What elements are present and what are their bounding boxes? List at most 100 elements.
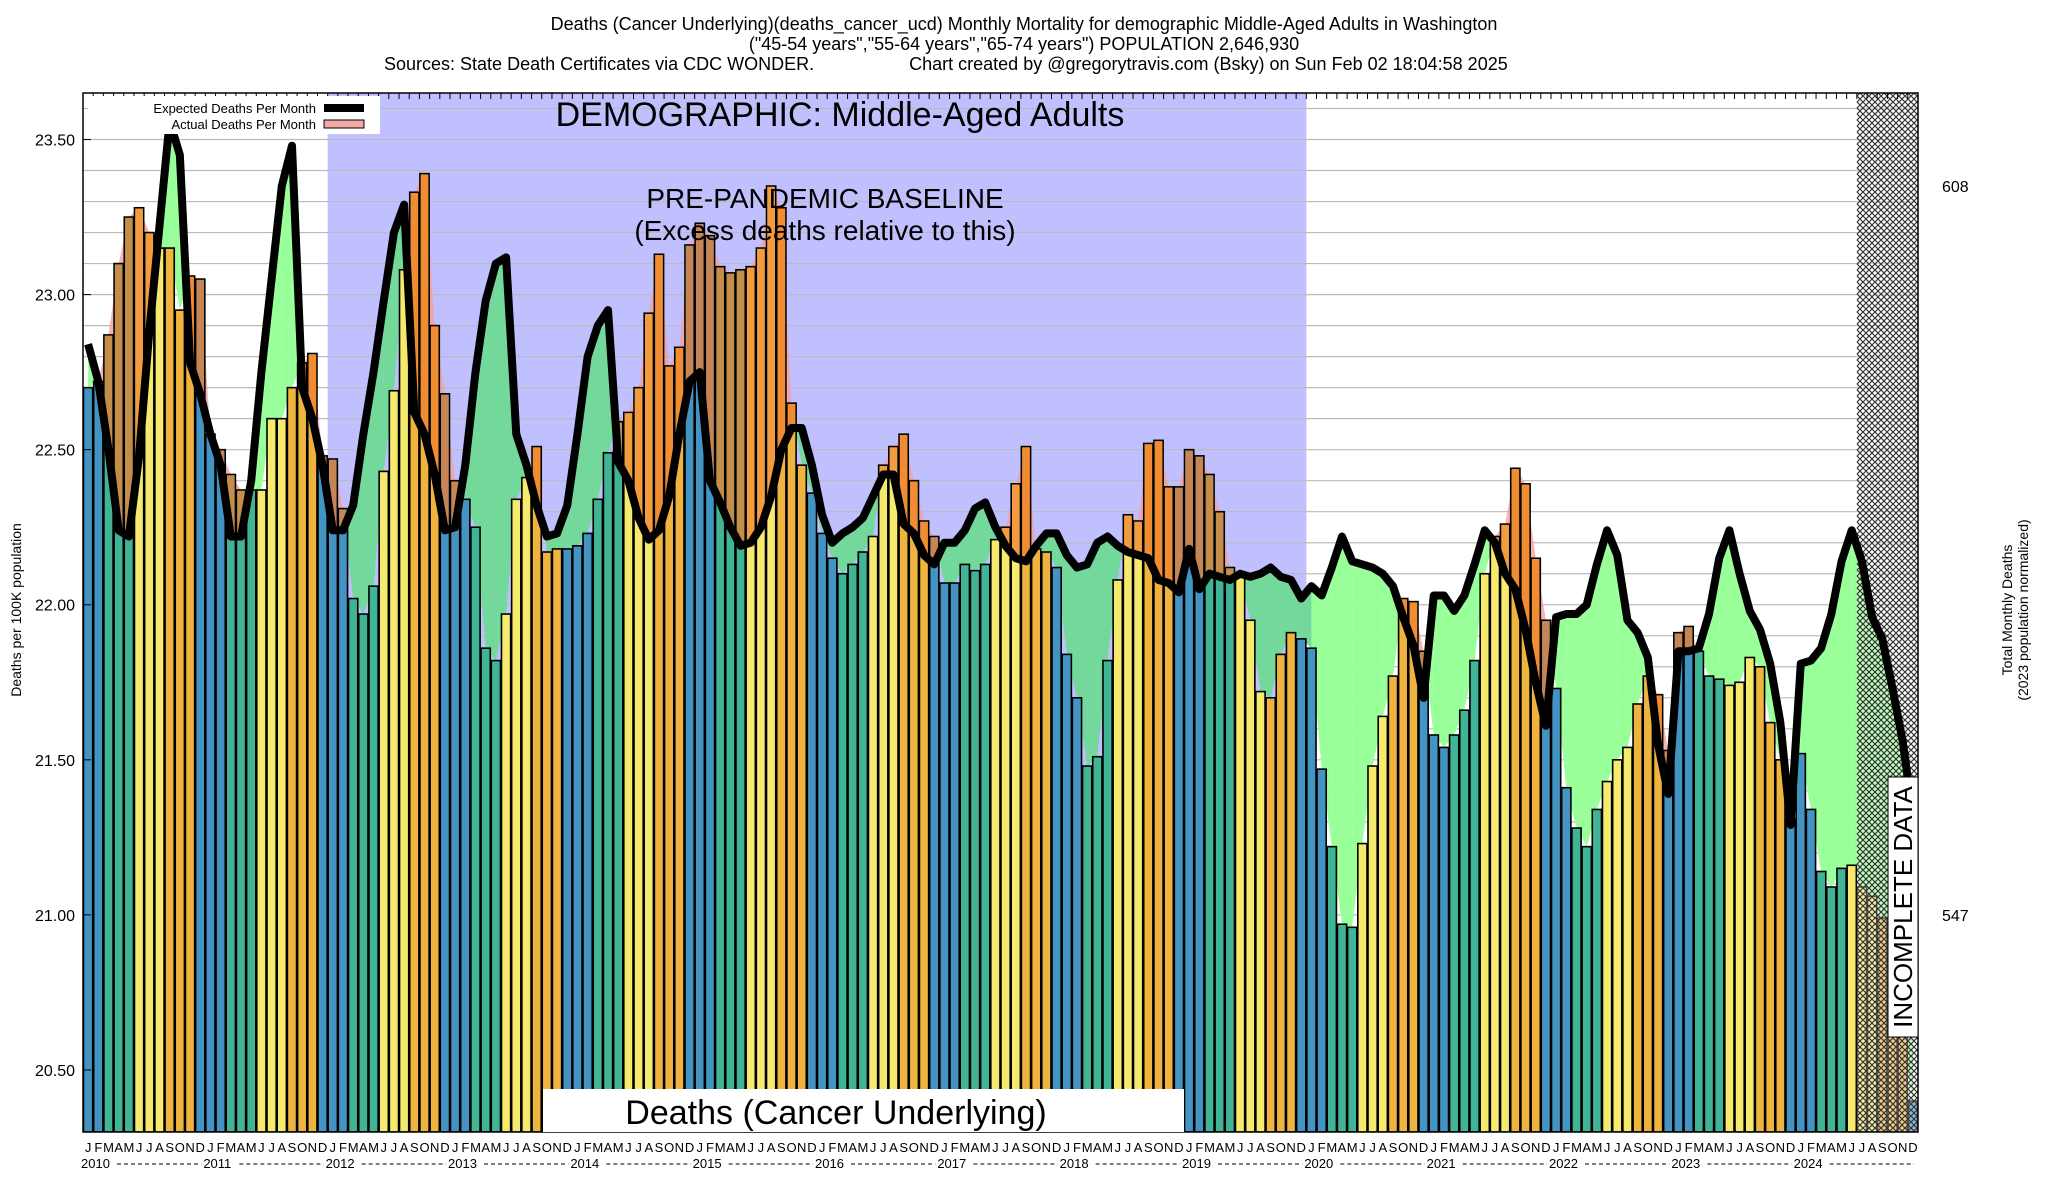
month-label: M xyxy=(1326,1140,1337,1155)
month-label: J xyxy=(1726,1140,1733,1155)
month-label: O xyxy=(1887,1140,1897,1155)
excess-segment xyxy=(1134,521,1142,556)
bar xyxy=(1805,808,1817,1132)
month-label: J xyxy=(819,1140,826,1155)
month-label: F xyxy=(94,1140,102,1155)
bar xyxy=(1132,520,1144,1132)
deficit-fill xyxy=(1433,595,1444,748)
month-label: O xyxy=(1765,1140,1775,1155)
y-tick-label: 22.00 xyxy=(35,598,75,615)
bar xyxy=(1458,709,1470,1132)
bar xyxy=(979,563,991,1132)
deficit-fill xyxy=(1627,620,1638,748)
bar xyxy=(541,551,553,1132)
excess-segment xyxy=(746,267,755,543)
month-label: A xyxy=(481,1140,490,1155)
month-label: A xyxy=(1378,1140,1387,1155)
month-label: S xyxy=(1266,1140,1275,1155)
month-label: J xyxy=(513,1140,520,1155)
month-label: J xyxy=(870,1140,877,1155)
month-label: S xyxy=(288,1140,297,1155)
month-label: J xyxy=(1614,1140,1621,1155)
bar xyxy=(1591,808,1603,1132)
bar xyxy=(378,470,390,1132)
excess-segment xyxy=(1001,528,1010,546)
bar xyxy=(459,498,471,1132)
excess-segment xyxy=(787,403,796,428)
excess-segment xyxy=(1205,475,1214,574)
month-label: M xyxy=(1224,1140,1235,1155)
month-label: D xyxy=(807,1140,816,1155)
excess-segment xyxy=(1215,512,1224,577)
month-label: O xyxy=(1031,1140,1041,1155)
metric-label-box: Deaths (Cancer Underlying) xyxy=(543,1089,1184,1132)
bar xyxy=(1326,845,1338,1132)
bar xyxy=(704,234,716,1132)
bar xyxy=(408,191,420,1132)
bar xyxy=(572,545,583,1132)
excess-segment xyxy=(1674,633,1683,652)
month-label: J xyxy=(1369,1140,1376,1155)
month-label: D xyxy=(1297,1140,1306,1155)
month-label: O xyxy=(542,1140,552,1155)
excess-segment xyxy=(685,245,694,382)
bar xyxy=(1030,548,1042,1132)
legend-label-expected: Expected Deaths Per Month xyxy=(153,101,316,116)
bar xyxy=(531,445,543,1132)
month-label: J xyxy=(391,1140,398,1155)
month-label: N xyxy=(552,1140,561,1155)
y-tick-label: 21.50 xyxy=(35,753,75,770)
bar xyxy=(1785,817,1796,1132)
month-label: J xyxy=(136,1140,143,1155)
excess-segment xyxy=(695,224,704,373)
excess-segment xyxy=(196,279,205,394)
month-label: J xyxy=(207,1140,214,1155)
bar xyxy=(276,417,288,1132)
month-label: N xyxy=(430,1140,439,1155)
deficit-fill xyxy=(1637,632,1648,704)
bar xyxy=(510,498,522,1132)
excess-segment xyxy=(767,186,775,497)
deficit-fill xyxy=(1097,536,1108,757)
deficit-fill xyxy=(1749,610,1760,667)
excess-segment xyxy=(145,233,154,332)
month-label: A xyxy=(1460,1140,1469,1155)
month-label: A xyxy=(1705,1140,1714,1155)
month-label: D xyxy=(1908,1140,1917,1155)
excess-segment xyxy=(1175,487,1183,593)
month-label: N xyxy=(185,1140,194,1155)
excess-segment xyxy=(1226,568,1234,580)
month-label: S xyxy=(1633,1140,1642,1155)
month-label: D xyxy=(318,1140,327,1155)
bar xyxy=(928,535,940,1132)
chart-title: Deaths (Cancer Underlying)(deaths_cancer… xyxy=(550,14,1498,34)
bar xyxy=(551,548,563,1132)
excess-segment xyxy=(1022,447,1030,562)
bar xyxy=(1825,886,1837,1132)
excess-segment xyxy=(1195,456,1204,590)
bar xyxy=(1061,653,1073,1132)
month-label: A xyxy=(1215,1140,1224,1155)
month-label: M xyxy=(470,1140,481,1155)
month-label: M xyxy=(348,1140,359,1155)
month-label: O xyxy=(1276,1140,1286,1155)
bar xyxy=(1397,597,1409,1132)
bar xyxy=(1346,926,1358,1132)
month-label: A xyxy=(644,1140,653,1155)
bar xyxy=(969,569,981,1132)
month-label: A xyxy=(1827,1140,1836,1155)
month-label: M xyxy=(246,1140,257,1155)
bar xyxy=(1102,659,1113,1132)
month-label: M xyxy=(1816,1140,1827,1155)
month-label: O xyxy=(175,1140,185,1155)
bar xyxy=(500,613,512,1132)
excess-segment xyxy=(410,193,419,413)
excess-segment xyxy=(114,264,123,531)
month-label: N xyxy=(797,1140,806,1155)
month-label: A xyxy=(848,1140,857,1155)
deficit-fill xyxy=(964,508,976,571)
month-label: M xyxy=(1082,1140,1093,1155)
month-label: J xyxy=(1064,1140,1071,1155)
bar xyxy=(1611,759,1623,1132)
bar xyxy=(1081,765,1093,1132)
